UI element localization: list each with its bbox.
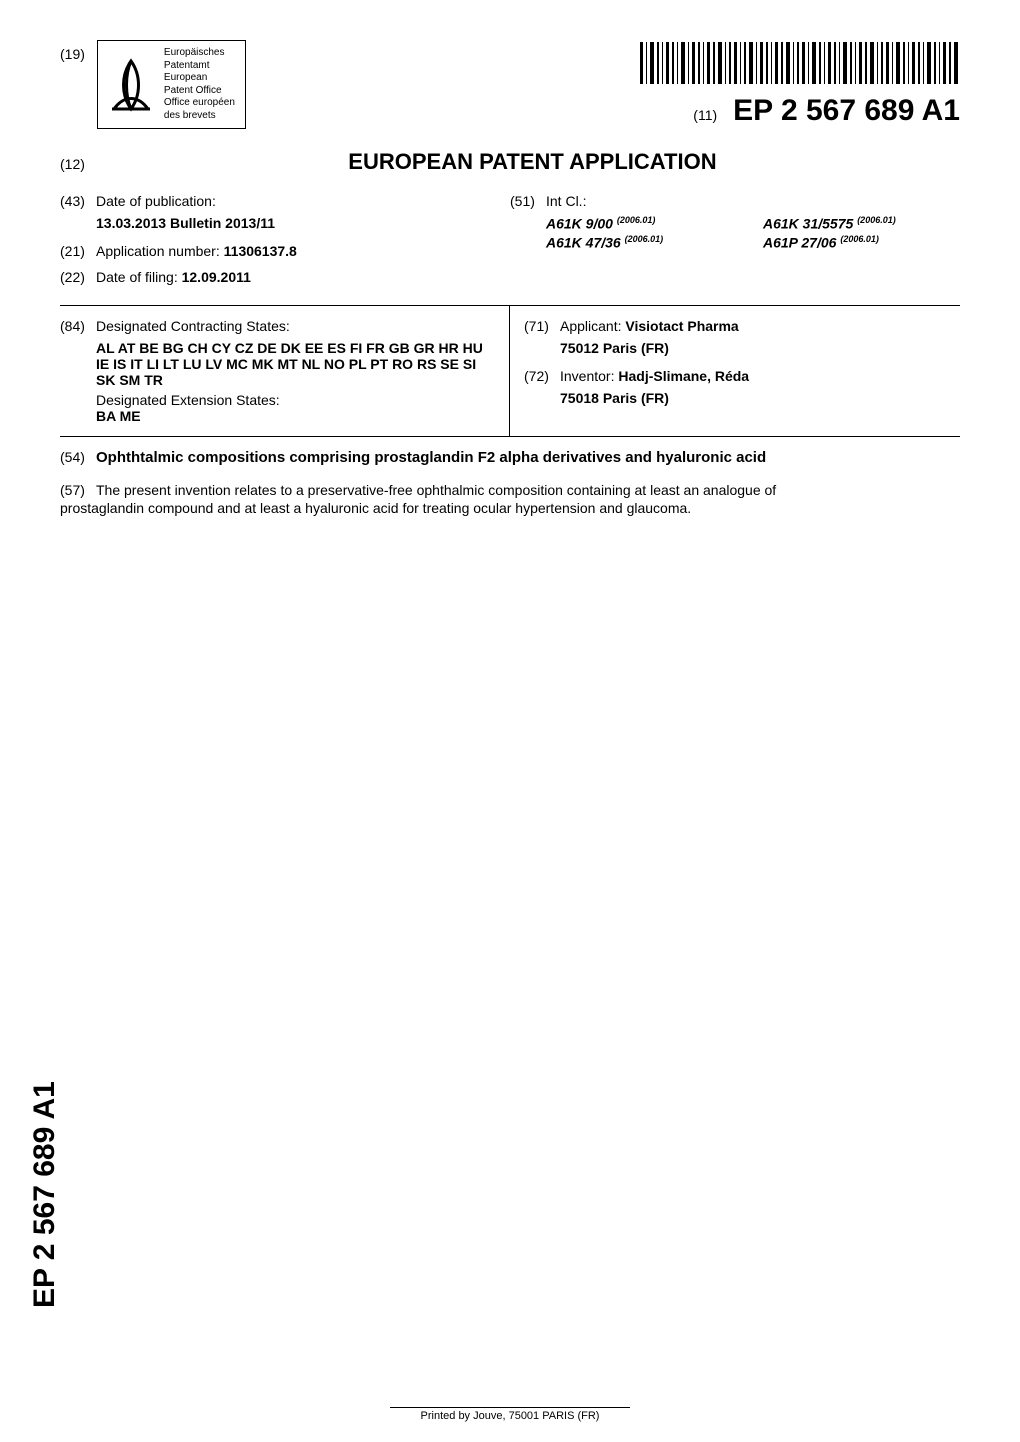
header-left: (19) Europäisches Patentamt European Pat… xyxy=(60,40,510,129)
epo-logo-icon xyxy=(108,57,154,113)
biblio-upper-left: (43) Date of publication: 13.03.2013 Bul… xyxy=(60,193,510,291)
footer-text: Printed by Jouve, 75001 PARIS (FR) xyxy=(421,1410,600,1422)
inid-71: (71) xyxy=(524,318,560,334)
publication-number-line: (11) EP 2 567 689 A1 xyxy=(693,94,960,128)
field-72-label: Inventor: xyxy=(560,368,618,384)
field-84: (84) Designated Contracting States: xyxy=(60,318,499,334)
ipc-ver: (2006.01) xyxy=(625,234,664,244)
logo-line: Patentamt xyxy=(164,60,235,73)
field-22-date: 12.09.2011 xyxy=(182,269,251,285)
doctype-row: (12) EUROPEAN PATENT APPLICATION xyxy=(60,149,960,175)
inid-43: (43) xyxy=(60,193,96,209)
inid-72: (72) xyxy=(524,368,560,384)
ipc-ver: (2006.01) xyxy=(857,215,896,225)
epo-logo-box: Europäisches Patentamt European Patent O… xyxy=(97,40,246,129)
designated-states: AL AT BE BG CH CY CZ DE DK EE ES FI FR G… xyxy=(60,340,499,388)
ipc-grid: A61K 9/00 (2006.01) A61K 31/5575 (2006.0… xyxy=(510,215,960,250)
field-43-value: 13.03.2013 Bulletin 2013/11 xyxy=(60,215,510,231)
applicant-name: Visiotact Pharma xyxy=(625,318,738,334)
field-43: (43) Date of publication: xyxy=(60,193,510,209)
field-51-label: Int Cl.: xyxy=(546,193,960,209)
footer: Printed by Jouve, 75001 PARIS (FR) xyxy=(0,1407,1020,1422)
biblio-upper-right: (51) Int Cl.: A61K 9/00 (2006.01) A61K 3… xyxy=(510,193,960,291)
inventor-address: 75018 Paris (FR) xyxy=(524,390,950,406)
ipc-code: A61K 9/00 xyxy=(546,216,613,232)
field-22: (22) Date of filing: 12.09.2011 xyxy=(60,269,510,285)
field-22-label: Date of filing: xyxy=(96,269,182,285)
field-43-label: Date of publication: xyxy=(96,193,510,209)
logo-line: des brevets xyxy=(164,110,235,123)
biblio-upper: (43) Date of publication: 13.03.2013 Bul… xyxy=(60,193,960,291)
ipc-ver: (2006.01) xyxy=(617,215,656,225)
ipc-code: A61K 47/36 xyxy=(546,234,621,250)
field-21-value: Application number: 11306137.8 xyxy=(96,243,510,259)
field-71-value: Applicant: Visiotact Pharma xyxy=(560,318,950,334)
header-row: (19) Europäisches Patentamt European Pat… xyxy=(60,40,960,129)
abstract-row: (57) The present invention relates to a … xyxy=(60,482,960,498)
logo-line: Europäisches xyxy=(164,47,235,60)
ipc-ver: (2006.01) xyxy=(840,234,879,244)
field-51: (51) Int Cl.: xyxy=(510,193,960,209)
inid-84: (84) xyxy=(60,318,96,334)
inid-51: (51) xyxy=(510,193,546,209)
invention-title: Ophthtalmic compositions comprising pros… xyxy=(96,449,960,466)
applicant-address: 75012 Paris (FR) xyxy=(524,340,950,356)
ipc-item: A61P 27/06 (2006.01) xyxy=(763,234,960,251)
ipc-code: A61K 31/5575 xyxy=(763,216,853,232)
field-72: (72) Inventor: Hadj-Slimane, Réda xyxy=(524,368,950,384)
ipc-item: A61K 31/5575 (2006.01) xyxy=(763,215,960,232)
barcode-icon xyxy=(640,40,960,86)
field-71-label: Applicant: xyxy=(560,318,625,334)
ext-states-label: Designated Extension States: xyxy=(60,392,499,408)
inid-57: (57) xyxy=(60,482,96,498)
inid-54: (54) xyxy=(60,449,96,466)
logo-line: Patent Office xyxy=(164,85,235,98)
header-right: (11) EP 2 567 689 A1 xyxy=(510,40,960,128)
field-84-label: Designated Contracting States: xyxy=(96,318,499,334)
epo-logo-text: Europäisches Patentamt European Patent O… xyxy=(164,47,235,122)
biblio-lower-right: (71) Applicant: Visiotact Pharma 75012 P… xyxy=(510,306,960,436)
inid-19: (19) xyxy=(60,40,85,62)
inid-22: (22) xyxy=(60,269,96,285)
footer-rule xyxy=(390,1407,630,1408)
field-21: (21) Application number: 11306137.8 xyxy=(60,243,510,259)
inid-11: (11) xyxy=(693,107,717,123)
sideways-pub-number: EP 2 567 689 A1 xyxy=(28,1081,62,1308)
biblio-lower: (84) Designated Contracting States: AL A… xyxy=(60,305,960,437)
doctype-title: EUROPEAN PATENT APPLICATION xyxy=(105,149,960,175)
ipc-item: A61K 47/36 (2006.01) xyxy=(546,234,743,251)
ipc-code: A61P 27/06 xyxy=(763,234,836,250)
publication-number: EP 2 567 689 A1 xyxy=(733,94,960,128)
inid-12: (12) xyxy=(60,156,85,172)
biblio-lower-left: (84) Designated Contracting States: AL A… xyxy=(60,306,510,436)
logo-line: European xyxy=(164,72,235,85)
logo-line: Office européen xyxy=(164,97,235,110)
field-21-num: 11306137.8 xyxy=(224,243,297,259)
field-21-label: Application number: xyxy=(96,243,224,259)
abstract-text-first: The present invention relates to a prese… xyxy=(96,482,960,498)
invention-title-row: (54) Ophthtalmic compositions comprising… xyxy=(60,437,960,482)
ipc-item: A61K 9/00 (2006.01) xyxy=(546,215,743,232)
inventor-name: Hadj-Slimane, Réda xyxy=(618,368,749,384)
abstract-text-cont: prostaglandin compound and at least a hy… xyxy=(60,500,960,516)
field-72-value: Inventor: Hadj-Slimane, Réda xyxy=(560,368,950,384)
ext-states: BA ME xyxy=(60,408,499,424)
field-71: (71) Applicant: Visiotact Pharma xyxy=(524,318,950,334)
inid-21: (21) xyxy=(60,243,96,259)
field-22-value: Date of filing: 12.09.2011 xyxy=(96,269,510,285)
